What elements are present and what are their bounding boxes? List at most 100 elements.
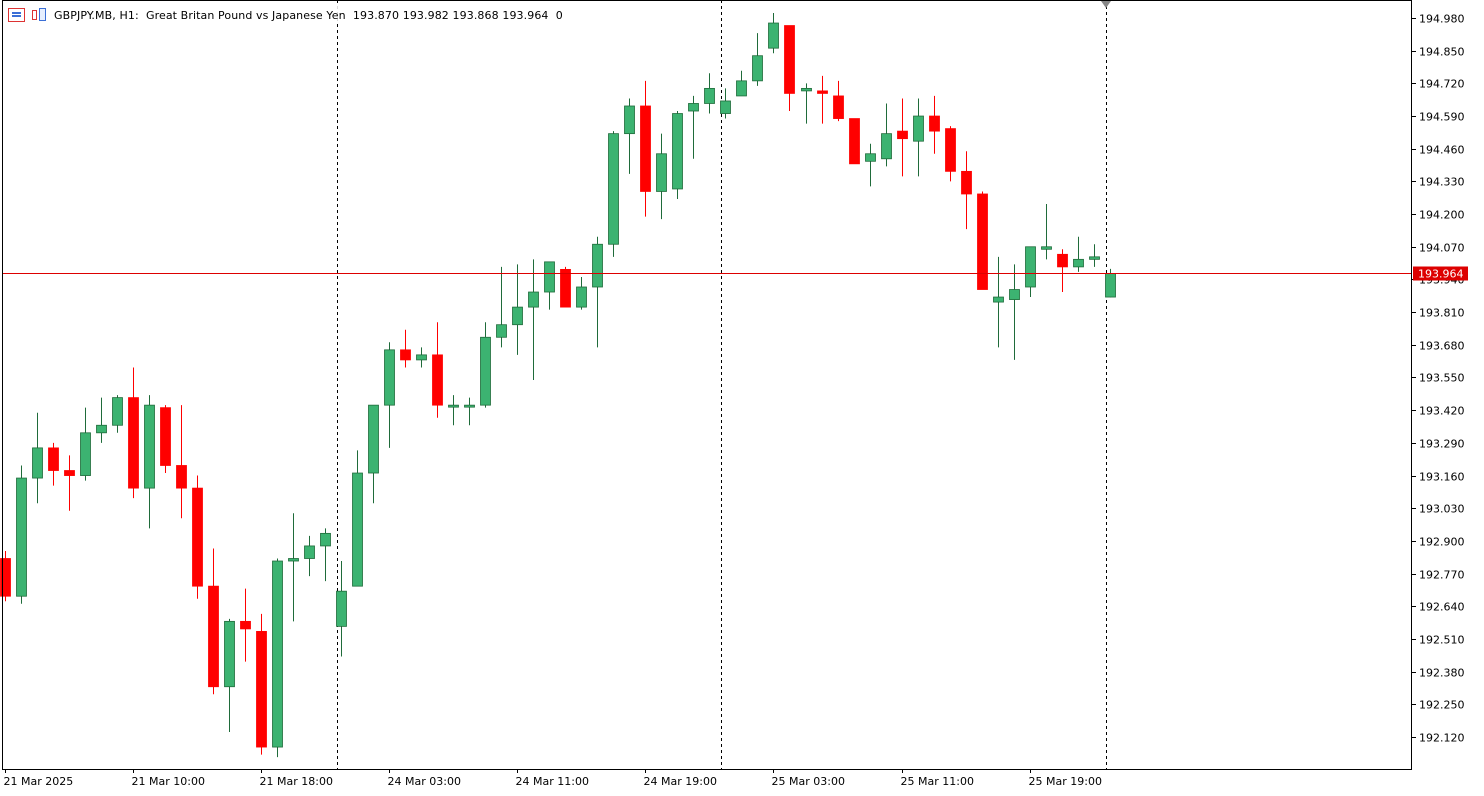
- candle-61[interactable]: [977, 191, 988, 290]
- candle-57[interactable]: [913, 98, 924, 177]
- candle-12[interactable]: [192, 475, 203, 599]
- candle-body: [1025, 246, 1036, 288]
- candle-15[interactable]: [240, 588, 251, 662]
- candle-45[interactable]: [720, 88, 731, 119]
- candle-9[interactable]: [144, 395, 155, 529]
- candle-32[interactable]: [512, 264, 523, 355]
- candle-7[interactable]: [112, 395, 123, 433]
- candle-20[interactable]: [320, 528, 331, 582]
- candle-29[interactable]: [464, 397, 475, 426]
- candle-body: [336, 590, 347, 627]
- candle-8[interactable]: [128, 367, 139, 499]
- time-tick-label-4: 24 Mar 11:00: [516, 775, 589, 788]
- candle-body: [1105, 273, 1116, 298]
- candle-body: [881, 133, 892, 160]
- chart-menu-icon[interactable]: [8, 8, 25, 22]
- candle-5[interactable]: [80, 407, 91, 481]
- shift-marker-icon[interactable]: [1101, 1, 1111, 8]
- candle-body: [320, 532, 331, 547]
- candle-22[interactable]: [352, 450, 363, 587]
- candle-36[interactable]: [576, 276, 587, 310]
- candle-body: [352, 472, 363, 587]
- time-tick-label-1: 21 Mar 10:00: [132, 775, 205, 788]
- candle-body: [496, 324, 507, 338]
- candle-33[interactable]: [528, 259, 539, 381]
- candle-46[interactable]: [736, 70, 747, 97]
- candle-25[interactable]: [400, 329, 411, 368]
- candle-53[interactable]: [849, 118, 860, 165]
- candle-55[interactable]: [881, 103, 892, 167]
- candle-63[interactable]: [1009, 264, 1020, 360]
- candle-6[interactable]: [96, 397, 107, 443]
- candle-10[interactable]: [160, 405, 171, 474]
- candle-body: [704, 87, 715, 104]
- chart-type-icon[interactable]: [31, 8, 48, 22]
- candle-27[interactable]: [432, 322, 443, 418]
- candle-58[interactable]: [929, 95, 940, 154]
- symbol-info-bar: GBPJPY.MB, H1: Great Britan Pound vs Jap…: [8, 6, 567, 24]
- candle-14[interactable]: [224, 618, 235, 732]
- candle-26[interactable]: [416, 347, 427, 368]
- candle-body: [688, 103, 699, 112]
- candle-52[interactable]: [833, 80, 844, 122]
- candle-4[interactable]: [64, 455, 75, 511]
- candle-48[interactable]: [768, 12, 779, 54]
- candle-41[interactable]: [656, 133, 667, 220]
- candle-17[interactable]: [272, 558, 283, 758]
- candle-54[interactable]: [865, 143, 876, 187]
- candle-11[interactable]: [176, 405, 187, 519]
- candle-65[interactable]: [1041, 204, 1052, 260]
- price-tick-label-1: 194.850: [1419, 46, 1465, 59]
- candle-47[interactable]: [752, 33, 763, 86]
- ohlc-high: 193.982: [402, 8, 449, 22]
- candle-body: [656, 153, 667, 192]
- candle-21[interactable]: [336, 561, 347, 657]
- candle-13[interactable]: [208, 548, 219, 695]
- candle-68[interactable]: [1089, 244, 1100, 267]
- candle-50[interactable]: [801, 83, 812, 124]
- candle-24[interactable]: [384, 342, 395, 448]
- candle-67[interactable]: [1073, 236, 1084, 272]
- price-tick-label-16: 192.900: [1419, 536, 1465, 549]
- candle-23[interactable]: [368, 404, 379, 504]
- candle-34[interactable]: [544, 261, 555, 310]
- candle-49[interactable]: [784, 25, 795, 112]
- candle-body: [112, 397, 123, 426]
- candle-39[interactable]: [624, 98, 635, 174]
- candle-body: [80, 432, 91, 476]
- candle-30[interactable]: [480, 322, 491, 408]
- candle-51[interactable]: [817, 75, 828, 124]
- candle-43[interactable]: [688, 95, 699, 159]
- candle-42[interactable]: [672, 111, 683, 200]
- candle-37[interactable]: [592, 236, 603, 348]
- candle-body: [224, 620, 235, 688]
- candle-31[interactable]: [496, 266, 507, 348]
- candle-body: [720, 100, 731, 114]
- candle-35[interactable]: [560, 266, 571, 308]
- candle-40[interactable]: [640, 80, 651, 217]
- candle-64[interactable]: [1025, 246, 1036, 298]
- candle-62[interactable]: [993, 256, 1004, 348]
- candle-body: [624, 105, 635, 135]
- candle-body: [176, 465, 187, 489]
- candle-44[interactable]: [704, 73, 715, 114]
- candle-66[interactable]: [1057, 249, 1068, 293]
- candle-0[interactable]: [0, 550, 11, 602]
- candle-56[interactable]: [897, 98, 908, 177]
- candle-16[interactable]: [256, 613, 267, 755]
- candle-59[interactable]: [945, 126, 956, 182]
- candle-18[interactable]: [288, 513, 299, 622]
- candle-38[interactable]: [608, 131, 619, 257]
- candle-1[interactable]: [16, 465, 27, 604]
- candle-body: [304, 545, 315, 559]
- candle-28[interactable]: [448, 395, 459, 426]
- candle-60[interactable]: [961, 151, 972, 230]
- candle-19[interactable]: [304, 535, 315, 577]
- candle-body: [1009, 289, 1020, 300]
- candle-3[interactable]: [48, 442, 59, 486]
- candle-body: [913, 115, 924, 142]
- candle-2[interactable]: [32, 412, 43, 504]
